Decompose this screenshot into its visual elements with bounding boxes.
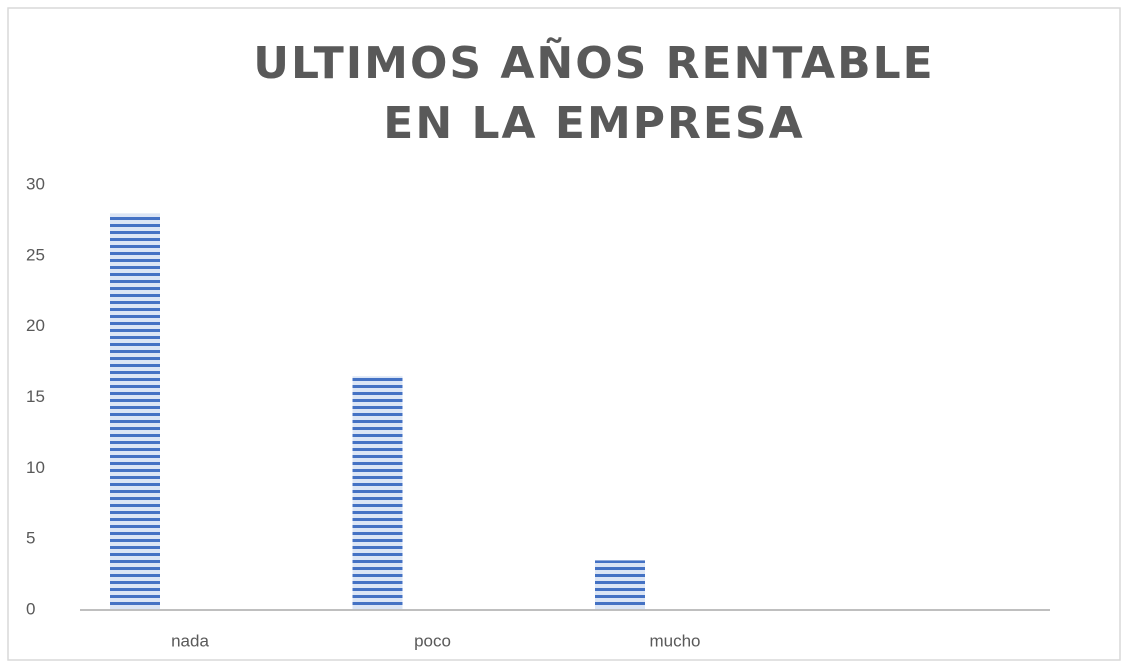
x-tick-label: mucho <box>649 631 700 650</box>
y-tick-label: 25 <box>26 245 45 264</box>
y-tick-label: 15 <box>26 387 45 406</box>
x-tick-label: nada <box>171 631 209 650</box>
y-tick-label: 0 <box>26 599 35 618</box>
y-tick-label: 5 <box>26 529 35 548</box>
chart-title: ULTIMOS AÑOS RENTABLE EN LA EMPRESA <box>253 38 935 149</box>
y-tick-label: 10 <box>26 458 45 477</box>
y-tick-label: 20 <box>26 316 45 335</box>
bar <box>110 213 160 611</box>
bar <box>352 376 403 610</box>
chart-border <box>7 7 1121 661</box>
x-tick-label: poco <box>414 631 451 650</box>
bar <box>595 560 645 610</box>
y-tick-label: 30 <box>26 174 45 193</box>
